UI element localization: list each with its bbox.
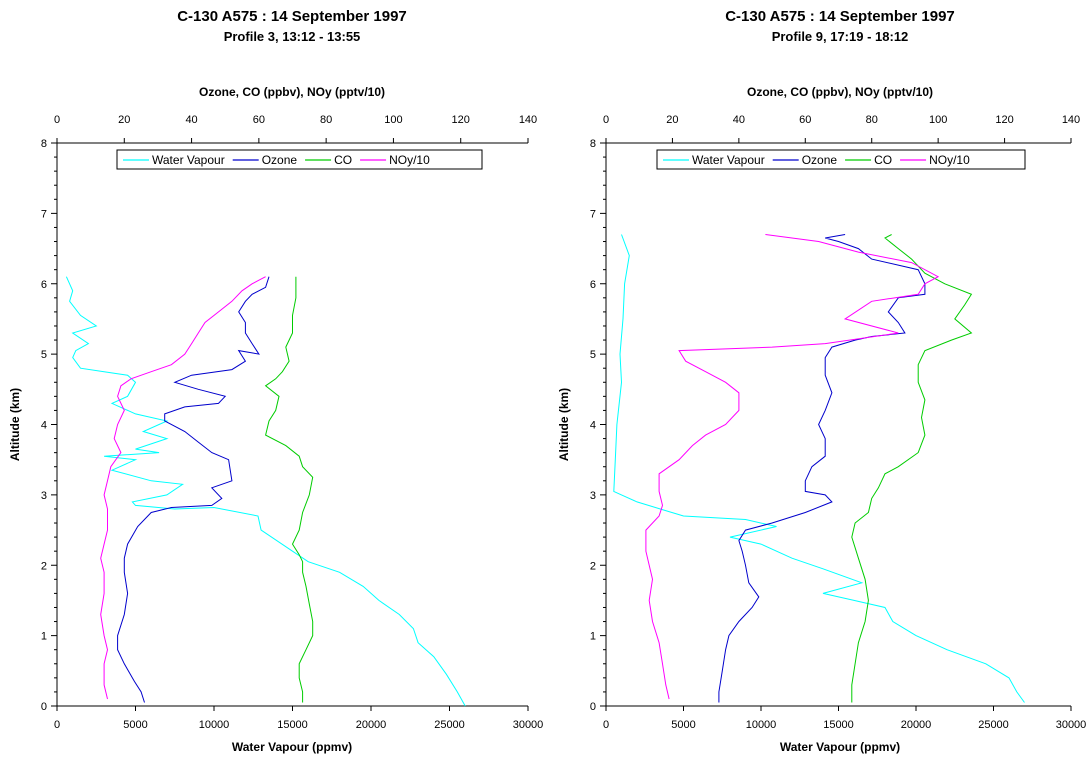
y-tick-label: 6 — [590, 279, 596, 291]
x-top-tick-label: 40 — [733, 114, 745, 126]
chart-profile-3: C-130 A575 : 14 September 1997 Profile 3,… — [8, 8, 543, 754]
legend-entry: CO — [334, 153, 352, 167]
x-bottom-tick-label: 15000 — [823, 719, 854, 731]
x-bottom-tick-label: 15000 — [277, 719, 308, 731]
x-bottom-tick-label: 25000 — [434, 719, 465, 731]
chart-subtitle: Profile 3, 13:12 - 13:55 — [224, 29, 361, 44]
x-top-tick-label: 20 — [666, 114, 678, 126]
x-top-tick-label: 40 — [185, 114, 197, 126]
y-tick-label: 7 — [590, 208, 596, 220]
y-tick-label: 8 — [41, 138, 47, 150]
chart-title: C-130 A575 : 14 September 1997 — [725, 8, 955, 25]
x-top-tick-label: 0 — [54, 114, 60, 126]
x-axis-bottom-label: Water Vapour (ppmv) — [780, 740, 900, 754]
y-tick-label: 4 — [41, 420, 47, 432]
series-line-ozone — [117, 276, 270, 703]
x-top-tick-label: 60 — [799, 114, 811, 126]
x-bottom-tick-label: 20000 — [901, 719, 932, 731]
y-tick-label: 4 — [590, 420, 596, 432]
chart-title: C-130 A575 : 14 September 1997 — [177, 8, 407, 25]
x-bottom-tick-label: 30000 — [1056, 719, 1087, 731]
x-bottom-tick-label: 10000 — [746, 719, 777, 731]
x-bottom-tick-label: 20000 — [356, 719, 387, 731]
x-axis-top-label: Ozone, CO (ppbv), NOy (pptv/10) — [747, 85, 933, 99]
y-tick-label: 7 — [41, 208, 47, 220]
x-bottom-tick-label: 5000 — [123, 719, 147, 731]
series-line-water-vapour — [65, 276, 466, 707]
y-axis-label: Altitude (km) — [8, 388, 22, 461]
y-axis-label: Altitude (km) — [557, 388, 571, 461]
series-line-co — [851, 234, 973, 703]
x-top-tick-label: 140 — [519, 114, 537, 126]
legend-entry: Water Vapour — [152, 153, 225, 167]
x-top-tick-label: 140 — [1062, 114, 1080, 126]
chart-profile-9: C-130 A575 : 14 September 1997 Profile 9,… — [557, 8, 1086, 754]
x-top-tick-label: 0 — [603, 114, 609, 126]
series-line-co — [264, 276, 314, 703]
series-line-water-vapour — [613, 234, 1025, 703]
legend-entry: CO — [874, 153, 892, 167]
legend-box — [116, 149, 483, 170]
series-line-noy-10 — [100, 276, 266, 700]
x-bottom-tick-label: 30000 — [513, 719, 544, 731]
series-line-noy-10 — [645, 234, 940, 700]
y-tick-label: 0 — [590, 701, 596, 713]
legend-entry: NOy/10 — [929, 153, 970, 167]
legend-entry: Ozone — [802, 153, 838, 167]
x-bottom-tick-label: 5000 — [671, 719, 695, 731]
y-tick-label: 1 — [41, 631, 47, 643]
legend-entry: Water Vapour — [692, 153, 765, 167]
y-tick-label: 0 — [41, 701, 47, 713]
x-bottom-tick-label: 10000 — [199, 719, 230, 731]
y-tick-label: 1 — [590, 631, 596, 643]
x-top-tick-label: 60 — [253, 114, 265, 126]
x-top-tick-label: 80 — [320, 114, 332, 126]
y-tick-label: 3 — [41, 490, 47, 502]
y-tick-label: 2 — [41, 560, 47, 572]
y-tick-label: 3 — [590, 490, 596, 502]
y-tick-label: 5 — [590, 349, 596, 361]
legend-box — [656, 149, 1026, 170]
legend: Water Vapour Ozone CO NOy/10 — [656, 149, 1026, 170]
x-top-tick-label: 100 — [929, 114, 947, 126]
legend: Water Vapour Ozone CO NOy/10 — [116, 149, 483, 170]
x-top-tick-label: 120 — [995, 114, 1013, 126]
x-top-tick-label: 20 — [118, 114, 130, 126]
x-top-tick-label: 80 — [866, 114, 878, 126]
x-bottom-tick-label: 0 — [603, 719, 609, 731]
x-top-tick-label: 120 — [452, 114, 470, 126]
y-tick-label: 8 — [590, 138, 596, 150]
y-tick-label: 6 — [41, 279, 47, 291]
x-axis-top-label: Ozone, CO (ppbv), NOy (pptv/10) — [199, 85, 385, 99]
x-axis-bottom-label: Water Vapour (ppmv) — [232, 740, 352, 754]
y-tick-label: 5 — [41, 349, 47, 361]
x-bottom-tick-label: 25000 — [978, 719, 1009, 731]
x-bottom-tick-label: 0 — [54, 719, 60, 731]
y-tick-label: 2 — [590, 560, 596, 572]
legend-entry: Ozone — [262, 153, 298, 167]
x-top-tick-label: 100 — [384, 114, 402, 126]
legend-entry: NOy/10 — [389, 153, 430, 167]
chart-subtitle: Profile 9, 17:19 - 18:12 — [772, 29, 909, 44]
series-line-ozone — [718, 234, 926, 703]
